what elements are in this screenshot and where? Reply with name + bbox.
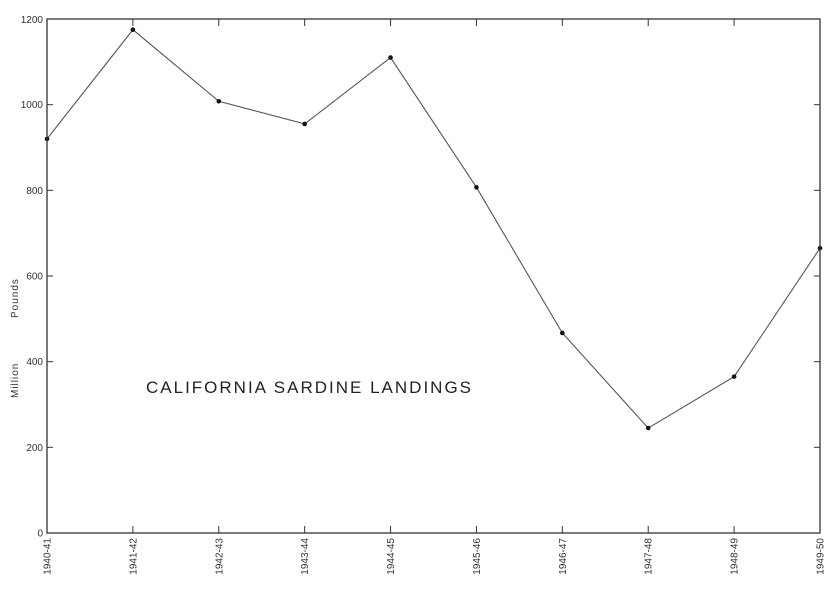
x-tick-label: 1948-49	[730, 538, 741, 575]
x-tick-label: 1941-42	[128, 538, 139, 575]
y-tick-label: 0	[37, 529, 43, 540]
data-point	[731, 374, 737, 379]
data-point	[130, 27, 136, 33]
x-tick-label: 1949-50	[816, 538, 827, 575]
y-axis-label-pounds: Pounds	[10, 278, 21, 318]
x-tick-label: 1944-45	[386, 538, 397, 575]
y-tick-label: 1000	[21, 100, 44, 111]
x-tick-label: 1943-44	[300, 538, 311, 575]
x-tick-label: 1942-43	[214, 538, 225, 575]
x-tick-labels: 1940-41 1941-42 1942-43 1943-44 1944-45 1945-…	[43, 538, 827, 575]
y-tick-label: 200	[26, 443, 43, 454]
x-tick-label: 1947-48	[644, 538, 655, 575]
x-tick-label: 1940-41	[43, 538, 54, 575]
x-tick-label: 1945-46	[472, 538, 483, 575]
series-layer	[44, 27, 823, 431]
y-tick-labels: 0 200 400 600 800 1000 1200	[21, 15, 44, 540]
chart-title: CALIFORNIA SARDINE LANDINGS	[146, 378, 473, 397]
y-axis-label-million: Million	[10, 363, 21, 398]
x-tick-label: 1946-47	[558, 538, 569, 575]
series-line	[46, 28, 821, 429]
data-point	[560, 330, 565, 336]
y-tick-label: 600	[26, 272, 43, 283]
data-point	[388, 55, 393, 60]
data-point	[474, 185, 479, 190]
data-point	[645, 425, 651, 431]
data-point	[216, 98, 222, 104]
data-point	[302, 121, 307, 127]
y-tick-label: 800	[26, 186, 43, 197]
y-tick-label: 400	[26, 357, 43, 368]
plot-frame	[46, 18, 821, 534]
ticks-layer	[46, 18, 821, 534]
y-tick-label: 1200	[21, 15, 44, 26]
